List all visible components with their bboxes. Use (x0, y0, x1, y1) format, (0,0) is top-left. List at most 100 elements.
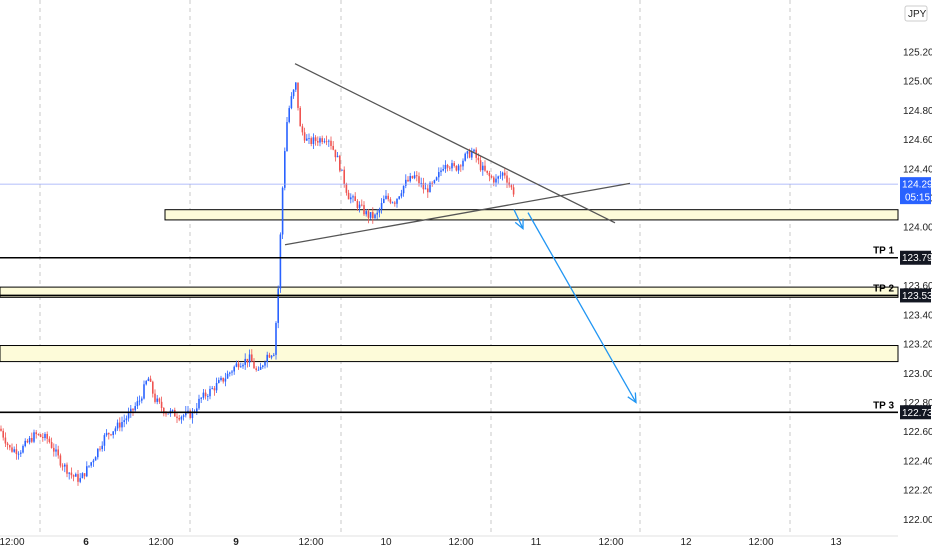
candle-body (413, 175, 416, 179)
candle-body (464, 153, 466, 161)
candle-body (277, 288, 279, 323)
candle-body (420, 182, 422, 184)
candle-body (482, 165, 484, 171)
candle-body (57, 449, 59, 456)
candle-body (6, 443, 9, 446)
candle-body (9, 445, 11, 448)
candle-body (440, 170, 442, 173)
candle-body (187, 410, 189, 412)
candle-body (407, 179, 409, 182)
target-price-badge (900, 288, 931, 303)
candle-body (86, 466, 88, 477)
candle-body (97, 448, 99, 458)
candle-body (17, 453, 20, 455)
candle-body (323, 141, 326, 143)
candle-body (391, 202, 394, 204)
candle-body (116, 422, 119, 429)
candle-body (319, 138, 321, 143)
candle-body (59, 455, 62, 466)
candle-body (218, 380, 220, 383)
candle-body (385, 195, 387, 199)
candle-body (75, 474, 77, 477)
time-axis[interactable]: 12:00 6 12:00 9 12:00 10 12:00 11 12:00 12 12:00 13 (0, 535, 898, 548)
currency-box[interactable] (904, 5, 928, 22)
price-tick-label: 122.200 (903, 486, 932, 497)
target-price-value: 122.733 (902, 408, 932, 419)
candle-body (48, 438, 51, 442)
price-tick-label: 124.600 (903, 135, 932, 146)
candle-body (369, 212, 372, 218)
candle-body (28, 438, 31, 443)
price-tick-label: 125.200 (903, 47, 932, 58)
candle-body (473, 149, 475, 152)
candle-body (361, 204, 363, 206)
candle-body (134, 406, 136, 411)
candle-body (39, 434, 42, 437)
candle-body (394, 202, 396, 204)
candle-body (156, 398, 158, 402)
price-axis[interactable]: 125.200 125.000 124.800 124.600 124.400 124.2… (899, 0, 932, 550)
candle-body (15, 449, 18, 455)
candle-body (389, 199, 392, 203)
candle-body (279, 234, 282, 289)
candle-body (64, 464, 66, 467)
candle-body (449, 167, 451, 169)
candle-body (477, 157, 480, 161)
candle-body (429, 182, 431, 193)
candle-body (303, 132, 306, 141)
candle-body (453, 163, 455, 166)
candle-body (387, 195, 389, 200)
currency-label[interactable]: JPY (908, 9, 927, 20)
time-tick-label: 12:00 (0, 537, 25, 548)
target-label: TP 2 (873, 283, 894, 294)
zone-rect (0, 345, 899, 363)
candle-body (396, 198, 398, 204)
candle-body (108, 432, 110, 435)
candle-body (325, 141, 328, 143)
candle-body (259, 366, 262, 370)
candle-body (246, 358, 249, 363)
candle-body (334, 149, 337, 158)
candle-body (374, 214, 376, 219)
candle-body (46, 433, 48, 439)
projection-arrow-line (513, 209, 524, 229)
candle-body (92, 460, 95, 463)
candle-body (433, 180, 436, 183)
candle-body (286, 122, 288, 152)
candle-body (132, 408, 134, 411)
candle-body (442, 168, 444, 171)
candle-body (222, 377, 224, 382)
candle-body (101, 445, 103, 450)
candle-body (130, 408, 132, 414)
candle-body (235, 363, 238, 367)
candle-body (83, 473, 86, 477)
candle-body (350, 197, 352, 200)
candle-body (202, 392, 205, 398)
candle-body (466, 151, 469, 154)
candle-body (504, 172, 506, 176)
candle-body (262, 365, 264, 367)
candle-body (499, 175, 502, 177)
candle-body (380, 202, 383, 210)
candle-body (493, 177, 495, 183)
time-tick-label: 6 (83, 537, 89, 548)
candle-body (35, 432, 37, 435)
candle-body (143, 384, 145, 399)
candle-body (336, 155, 339, 158)
candle-body (121, 421, 123, 428)
candle-body (44, 433, 46, 439)
candle-body (226, 373, 229, 379)
candle-body (484, 165, 486, 171)
candle-body (270, 355, 273, 358)
time-tick-label: 12:00 (298, 537, 323, 548)
candle-body (248, 354, 251, 363)
candle-body (438, 172, 440, 178)
candle-body (72, 475, 75, 477)
projection-arrow-head (514, 218, 524, 231)
candle-body (460, 165, 462, 167)
candle-body (506, 175, 508, 183)
candle-body (367, 211, 370, 218)
candle-body (110, 434, 112, 436)
candle-body (53, 447, 55, 452)
candle-body (127, 413, 130, 419)
